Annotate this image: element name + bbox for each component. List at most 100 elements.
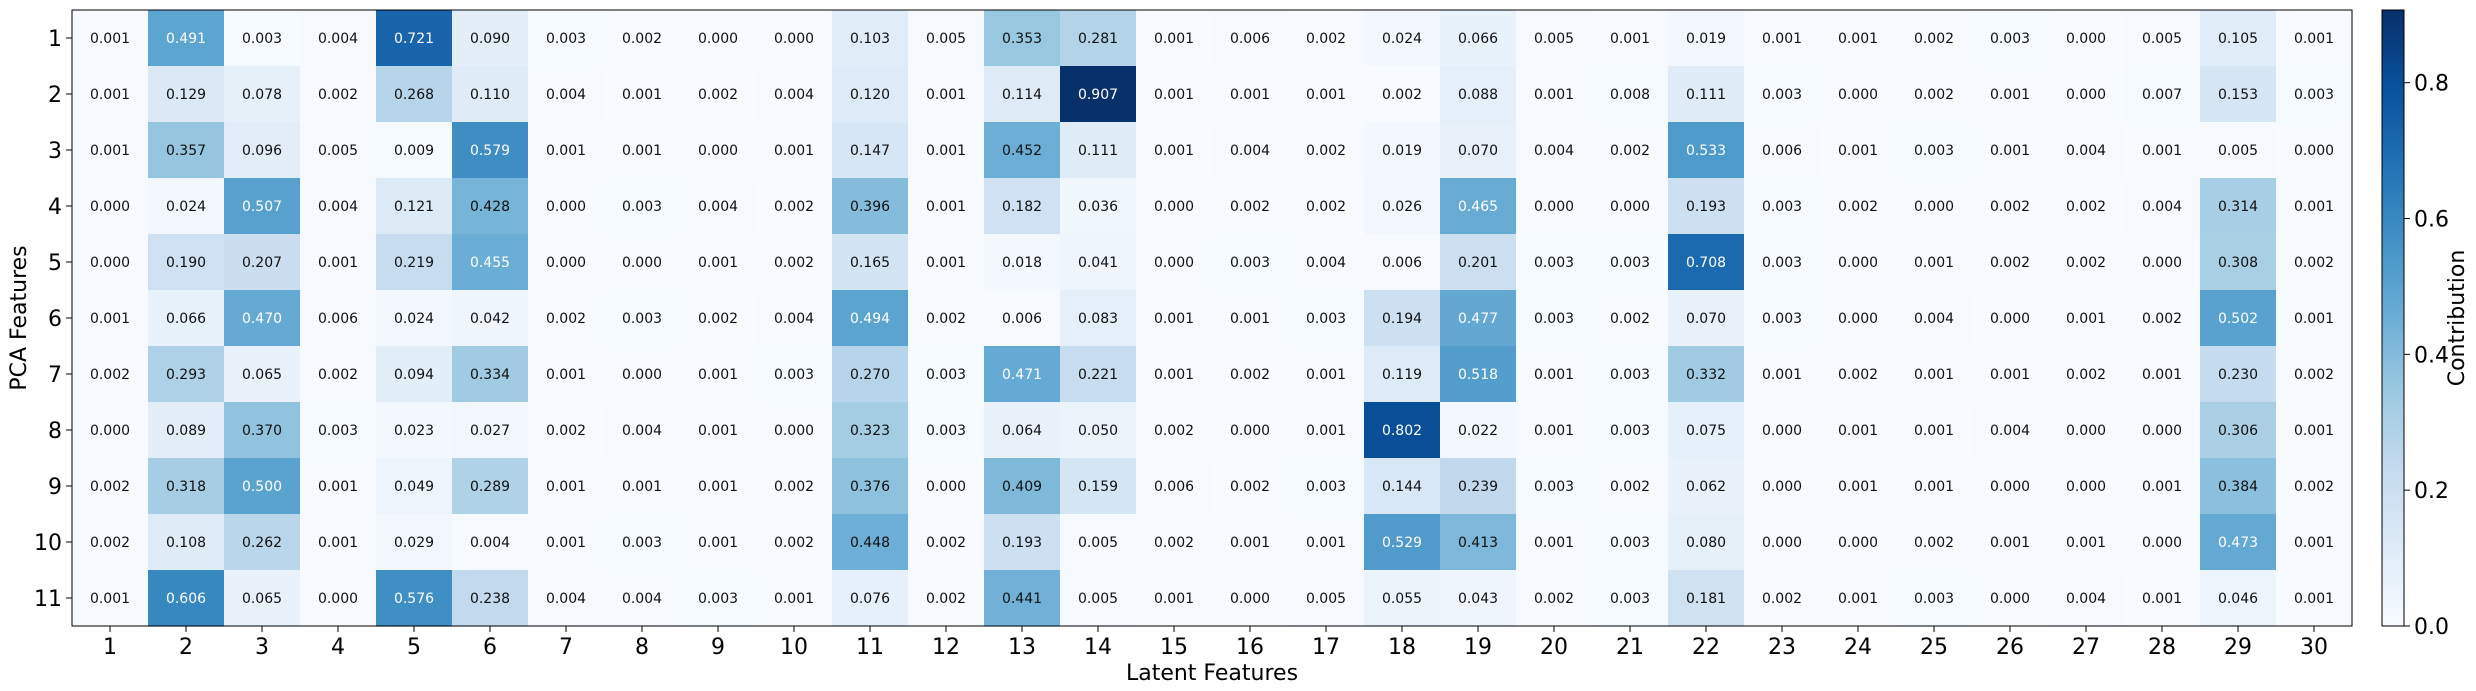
cell-value-label: 0.003 (1762, 87, 1802, 103)
cell-value-label: 0.105 (2218, 31, 2258, 47)
heatmap-cell (1592, 66, 1669, 123)
heatmap-cell (1136, 122, 1213, 179)
heatmap-cell (984, 346, 1061, 403)
cell-value-label: 0.001 (1838, 423, 1878, 439)
heatmap-cell (1820, 346, 1897, 403)
heatmap-cell (1060, 570, 1137, 627)
cell-value-label: 0.001 (1154, 31, 1194, 47)
heatmap-cell (452, 178, 529, 235)
heatmap-cell (1212, 10, 1289, 67)
cell-value-label: 0.007 (2142, 87, 2182, 103)
heatmap-cell (528, 570, 605, 627)
heatmap-cell (224, 10, 301, 67)
heatmap-cell (984, 402, 1061, 459)
cell-value-label: 0.219 (394, 255, 434, 271)
heatmap-cell (1668, 122, 1745, 179)
cell-value-label: 0.001 (622, 479, 662, 495)
cell-value-label: 0.001 (622, 143, 662, 159)
heatmap-cell (72, 178, 149, 235)
heatmap-cell (680, 346, 757, 403)
cell-value-label: 0.323 (850, 423, 890, 439)
cell-value-label: 0.119 (1382, 367, 1422, 383)
heatmap-cell (832, 122, 909, 179)
y-tick-label: 1 (48, 27, 62, 52)
heatmap-cell (2048, 234, 2125, 291)
cell-value-label: 0.005 (2218, 143, 2258, 159)
cell-value-label: 0.004 (546, 87, 586, 103)
heatmap-cell (2276, 10, 2353, 67)
cell-value-label: 0.075 (1686, 423, 1726, 439)
heatmap-cell (756, 346, 833, 403)
y-tick-label: 3 (48, 139, 62, 164)
cell-value-label: 0.002 (774, 535, 814, 551)
cell-value-label: 0.001 (546, 143, 586, 159)
cell-value-label: 0.036 (1078, 199, 1118, 215)
cell-value-label: 0.001 (926, 255, 966, 271)
heatmap-cell (452, 122, 529, 179)
heatmap-cell (1212, 234, 1289, 291)
cell-value-label: 0.470 (242, 311, 282, 327)
heatmap-cell (1820, 234, 1897, 291)
heatmap-cell (1592, 122, 1669, 179)
heatmap-cell (300, 66, 377, 123)
cell-value-label: 0.003 (546, 31, 586, 47)
x-tick-label: 14 (1084, 635, 1112, 660)
heatmap-cell (2048, 290, 2125, 347)
heatmap-cell (908, 290, 985, 347)
cell-value-label: 0.001 (2294, 199, 2334, 215)
heatmap-cell (2200, 290, 2277, 347)
heatmap-cell (1060, 66, 1137, 123)
heatmap-cell (376, 458, 453, 515)
cell-value-label: 0.194 (1382, 311, 1422, 327)
cell-value-label: 0.001 (90, 31, 130, 47)
heatmap-cell (528, 122, 605, 179)
cell-value-label: 0.230 (2218, 367, 2258, 383)
heatmap-cell (300, 10, 377, 67)
heatmap-cell (1896, 346, 1973, 403)
cell-value-label: 0.500 (242, 479, 282, 495)
heatmap-cell (2200, 514, 2277, 571)
cell-value-label: 0.004 (1534, 143, 1574, 159)
cell-value-label: 0.000 (622, 255, 662, 271)
cell-value-label: 0.004 (546, 591, 586, 607)
heatmap-cell (1744, 514, 1821, 571)
heatmap-cell (1212, 514, 1289, 571)
cell-value-label: 0.357 (166, 143, 206, 159)
cell-value-label: 0.002 (1382, 87, 1422, 103)
cell-value-label: 0.001 (2066, 311, 2106, 327)
cell-value-label: 0.293 (166, 367, 206, 383)
heatmap-cell (72, 346, 149, 403)
heatmap-cell (1896, 402, 1973, 459)
cell-value-label: 0.000 (1230, 423, 1270, 439)
heatmap-cell (1060, 178, 1137, 235)
heatmap-cell (908, 514, 985, 571)
cell-value-label: 0.070 (1686, 311, 1726, 327)
cell-value-label: 0.270 (850, 367, 890, 383)
cell-value-label: 0.004 (1914, 311, 1954, 327)
heatmap-cell (1364, 66, 1441, 123)
heatmap-cell (2200, 234, 2277, 291)
heatmap-cell (1212, 570, 1289, 627)
cell-value-label: 0.004 (318, 199, 358, 215)
heatmap-cell (452, 570, 529, 627)
heatmap-cell (1060, 402, 1137, 459)
heatmap-cell (2276, 122, 2353, 179)
heatmap-cell (1896, 10, 1973, 67)
heatmap-cell (984, 570, 1061, 627)
cell-value-label: 0.002 (2294, 479, 2334, 495)
heatmap-cell (2276, 570, 2353, 627)
heatmap-cell (680, 178, 757, 235)
heatmap-cell (1136, 458, 1213, 515)
cell-value-label: 0.907 (1078, 87, 1118, 103)
x-tick-label: 10 (780, 635, 808, 660)
heatmap-cell (2124, 122, 2201, 179)
heatmap-cell (224, 514, 301, 571)
cell-value-label: 0.004 (318, 31, 358, 47)
cell-value-label: 0.576 (394, 591, 434, 607)
heatmap-cell (300, 122, 377, 179)
heatmap-cell (1136, 10, 1213, 67)
cell-value-label: 0.006 (1230, 31, 1270, 47)
heatmap-cell (1820, 514, 1897, 571)
colorbar-tick-label: 0.0 (2414, 615, 2449, 640)
